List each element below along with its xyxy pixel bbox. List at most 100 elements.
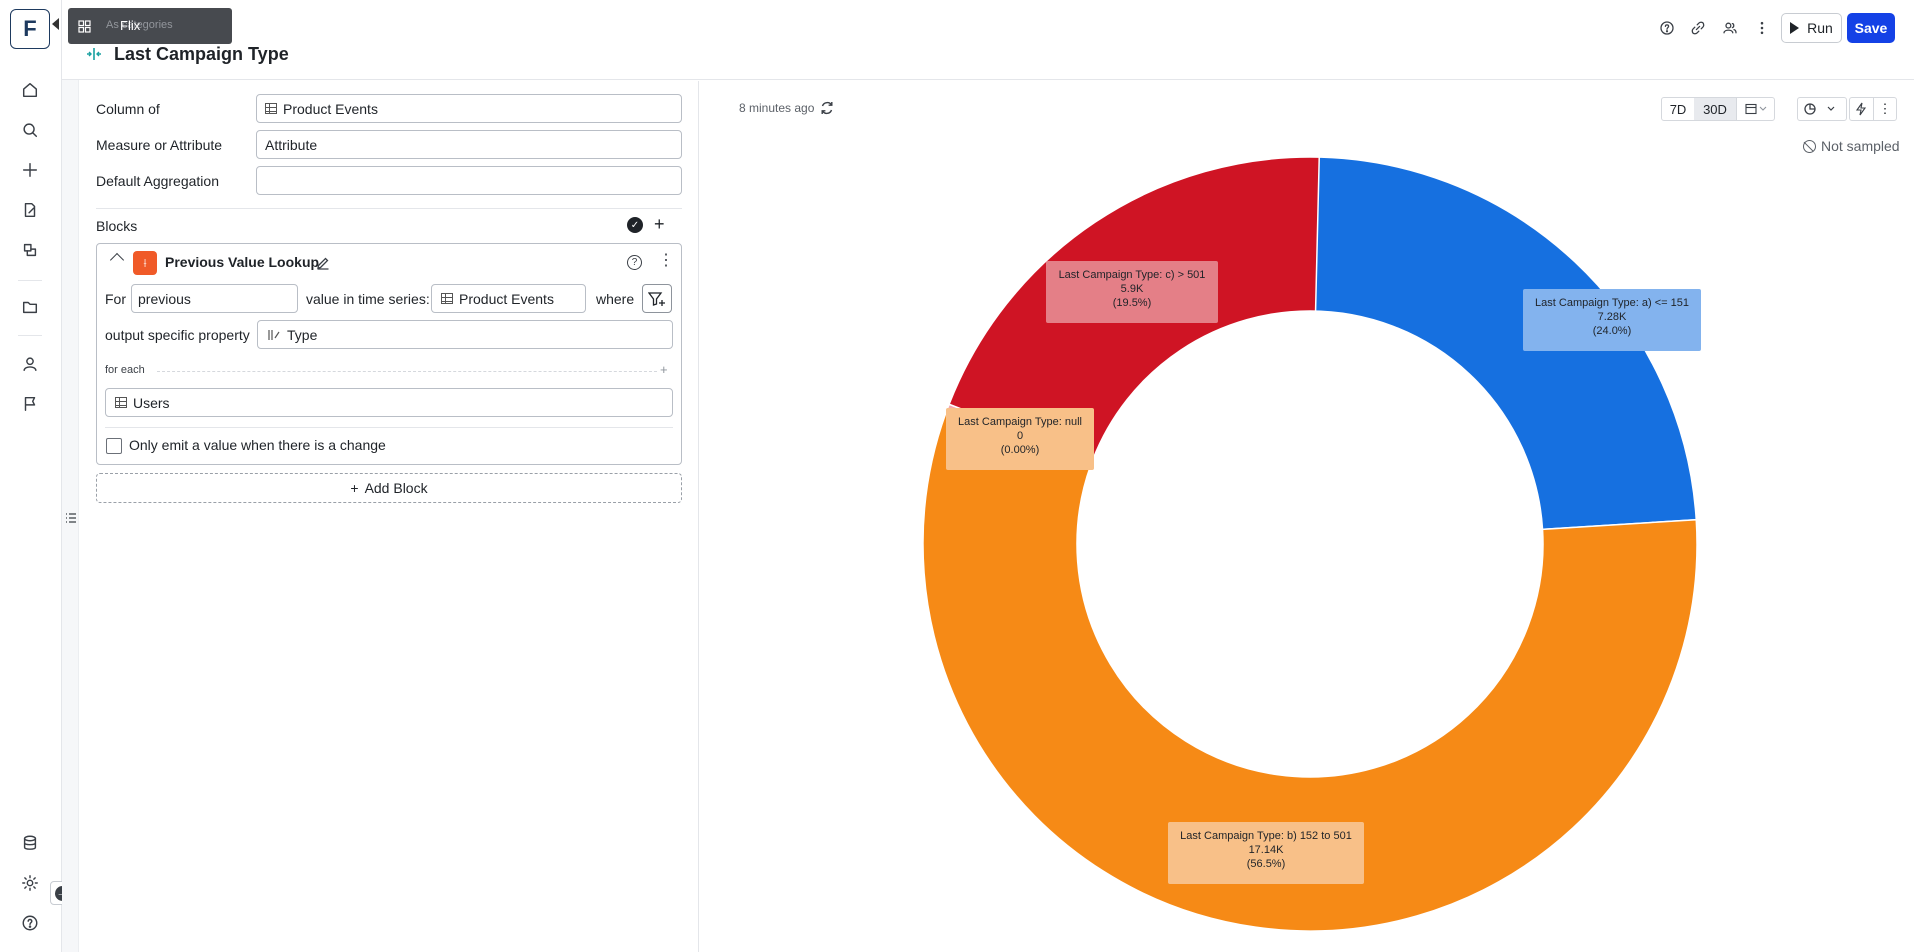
add-filter-button[interactable] — [642, 284, 672, 313]
pencil-icon[interactable] — [316, 256, 330, 270]
slice-label-percent: (24.0%) — [1593, 325, 1632, 337]
slice-label-percent: (19.5%) — [1113, 297, 1152, 309]
link-icon[interactable] — [1688, 18, 1708, 38]
series-label: value in time series: — [306, 291, 430, 307]
slice-label-value: 7.28K — [1598, 311, 1627, 323]
grid-icon — [78, 20, 91, 33]
run-label: Run — [1807, 20, 1833, 36]
lightning-icon[interactable] — [1850, 98, 1873, 120]
settings-gear-icon[interactable] — [17, 870, 43, 896]
block-divider — [105, 427, 673, 428]
previous-value-block-icon: ⟊ — [133, 251, 157, 275]
emit-on-change-checkbox[interactable] — [106, 438, 122, 454]
output-input[interactable]: Type — [257, 320, 673, 349]
add-block-plus-icon[interactable]: + — [654, 214, 665, 234]
slice-label-value: 0 — [1017, 430, 1023, 442]
slice-label: Last Campaign Type: c) > 501 5.9K (19.5%) — [1046, 261, 1218, 323]
slice-label-background — [946, 408, 1094, 470]
donut-slice[interactable] — [922, 411, 1698, 932]
flag-icon[interactable] — [17, 391, 43, 417]
rail-divider — [18, 280, 42, 281]
sampling-status: Not sampled — [1803, 138, 1900, 154]
measure-value: Attribute — [265, 136, 318, 153]
foreach-input[interactable]: Users — [105, 388, 673, 417]
block-title: Previous Value Lookup — [165, 254, 320, 270]
calendar-dropdown[interactable] — [1736, 98, 1774, 120]
metric-type-icon — [86, 47, 102, 61]
aggregation-label: Default Aggregation — [96, 173, 219, 189]
aggregation-input[interactable] — [256, 166, 682, 195]
block-more-icon[interactable]: ⋮ — [658, 252, 674, 269]
slice-label-value: 17.14K — [1249, 844, 1285, 856]
for-value: previous — [138, 290, 191, 307]
slice-label-name: Last Campaign Type: null — [958, 416, 1082, 428]
refresh-icon[interactable] — [819, 100, 835, 116]
slice-label-value: 5.9K — [1121, 283, 1144, 295]
chart-actions: ⋮ — [1849, 97, 1897, 121]
slice-label-percent: (56.5%) — [1247, 858, 1286, 870]
add-block-label: Add Block — [364, 480, 428, 496]
add-block-button[interactable]: + Add Block — [96, 473, 682, 503]
donut-chart: Last Campaign Type: a) <= 151 7.28K (24.0%… — [922, 156, 1701, 932]
tooltip-underlying-text: As categories — [106, 19, 173, 31]
flix-tooltip: As categories Flix — [68, 8, 232, 44]
catalog-icon[interactable] — [17, 237, 43, 263]
slice-label-background — [1168, 822, 1364, 884]
user-icon[interactable] — [17, 351, 43, 377]
donut-slice[interactable] — [1309, 156, 1698, 531]
slice-label-name: Last Campaign Type: c) > 501 — [1059, 269, 1206, 281]
emit-on-change-label: Only emit a value when there is a change — [129, 437, 386, 453]
table-icon — [441, 293, 453, 304]
add-foreach-plus-icon[interactable]: + — [660, 362, 668, 377]
help-icon[interactable] — [17, 910, 43, 936]
rail-divider — [18, 335, 42, 336]
block-card — [96, 243, 682, 465]
config-panel — [79, 81, 699, 952]
column-of-input[interactable]: Product Events — [256, 94, 682, 123]
slice-label: Last Campaign Type: b) 152 to 501 17.14K (… — [1168, 822, 1364, 884]
table-icon — [265, 103, 277, 114]
edit-document-icon[interactable] — [17, 197, 43, 223]
run-button[interactable]: Run — [1781, 13, 1842, 43]
app-logo[interactable]: F — [10, 9, 50, 49]
block-help-icon[interactable]: ? — [627, 255, 642, 270]
editor-gutter — [62, 80, 79, 952]
share-users-icon[interactable] — [1720, 18, 1740, 38]
not-sampled-label: Not sampled — [1821, 138, 1900, 154]
chart-more-icon[interactable]: ⋮ — [1872, 98, 1896, 120]
filter-add-icon — [648, 291, 665, 306]
list-icon[interactable] — [65, 512, 77, 524]
measure-label: Measure or Attribute — [96, 137, 223, 153]
date-range-toolbar: 7D 30D — [1661, 97, 1775, 121]
range-7d-button[interactable]: 7D — [1669, 101, 1687, 117]
tooltip-label: Flix — [120, 18, 141, 33]
foreach-value: Users — [133, 394, 170, 411]
table-icon — [115, 397, 127, 408]
column-of-label: Column of — [96, 101, 160, 117]
check-circle-icon[interactable]: ✓ — [627, 217, 643, 233]
last-updated-text: 8 minutes ago — [739, 101, 815, 115]
pie-chart-icon — [1804, 103, 1835, 115]
chart-type-dropdown[interactable] — [1797, 97, 1847, 121]
database-icon[interactable] — [17, 830, 43, 856]
folder-icon[interactable] — [17, 294, 43, 320]
series-input[interactable]: Product Events — [431, 284, 586, 313]
plus-icon[interactable] — [17, 157, 43, 183]
more-vertical-icon[interactable] — [1752, 18, 1772, 38]
not-sampled-icon — [1803, 139, 1816, 153]
slice-label-background — [1523, 289, 1701, 351]
column-of-value: Product Events — [283, 100, 378, 117]
slice-label-name: Last Campaign Type: a) <= 151 — [1535, 297, 1689, 309]
foreach-label: for each — [105, 364, 145, 376]
save-button[interactable]: Save — [1847, 13, 1895, 43]
output-value: Type — [287, 326, 318, 343]
range-30d-button[interactable]: 30D — [1694, 98, 1736, 120]
help-circle-icon[interactable] — [1657, 18, 1677, 38]
home-icon[interactable] — [17, 77, 43, 103]
collapse-arrow-icon[interactable] — [52, 18, 59, 30]
measure-input[interactable]: Attribute — [256, 130, 682, 159]
search-icon[interactable] — [17, 117, 43, 143]
slice-label-background — [1046, 261, 1218, 323]
slice-label: Last Campaign Type: null 0 (0.00%) — [946, 408, 1094, 470]
for-input[interactable]: previous — [131, 284, 298, 313]
